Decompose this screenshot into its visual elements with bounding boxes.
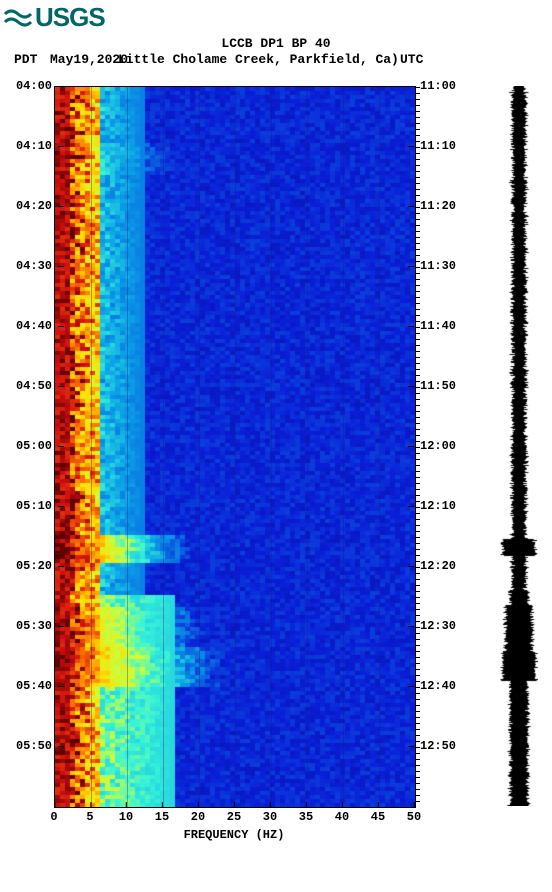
y-left-tick: 04:10 xyxy=(12,139,52,153)
right-tz-label: UTC xyxy=(400,52,423,67)
location-label: Little Cholame Creek, Parkfield, Ca) xyxy=(118,52,399,67)
y-left-tick: 04:40 xyxy=(12,319,52,333)
x-tick: 25 xyxy=(227,810,241,824)
y-left-tick: 04:50 xyxy=(12,379,52,393)
y-right-tick: 12:10 xyxy=(420,499,465,513)
x-tick: 50 xyxy=(407,810,421,824)
y-left-tick: 05:50 xyxy=(12,739,52,753)
y-right-tick: 11:40 xyxy=(420,319,465,333)
x-tick: 0 xyxy=(50,810,57,824)
trace-canvas xyxy=(500,86,538,806)
y-left-tick: 04:00 xyxy=(12,79,52,93)
chart-title: LCCB DP1 BP 40 xyxy=(0,36,552,51)
x-tick: 20 xyxy=(191,810,205,824)
y-right-tick: 12:20 xyxy=(420,559,465,573)
y-left-tick: 04:30 xyxy=(12,259,52,273)
x-axis-label: FREQUENCY (HZ) xyxy=(54,828,414,842)
y-left-tick: 05:20 xyxy=(12,559,52,573)
y-left-tick: 05:00 xyxy=(12,439,52,453)
x-tick: 10 xyxy=(119,810,133,824)
y-right-tick: 11:10 xyxy=(420,139,465,153)
date-label: May19,2020 xyxy=(50,52,128,67)
y-right-tick: 11:00 xyxy=(420,79,465,93)
wave-icon xyxy=(4,7,32,29)
y-right-tick: 11:20 xyxy=(420,199,465,213)
seismic-trace-panel xyxy=(500,86,538,806)
y-left-tick: 05:10 xyxy=(12,499,52,513)
y-right-tick: 12:40 xyxy=(420,679,465,693)
x-tick: 45 xyxy=(371,810,385,824)
x-tick: 35 xyxy=(299,810,313,824)
x-tick: 15 xyxy=(155,810,169,824)
usgs-logo-text: USGS xyxy=(35,2,105,33)
y-axis-left: 04:0004:1004:2004:3004:4004:5005:0005:10… xyxy=(12,86,52,806)
y-left-tick: 05:30 xyxy=(12,619,52,633)
spectrogram-plot xyxy=(54,86,416,808)
y-left-tick: 04:20 xyxy=(12,199,52,213)
x-tick: 40 xyxy=(335,810,349,824)
y-left-tick: 05:40 xyxy=(12,679,52,693)
x-tick: 30 xyxy=(263,810,277,824)
y-right-tick: 12:30 xyxy=(420,619,465,633)
y-right-tick: 12:00 xyxy=(420,439,465,453)
y-right-tick: 11:50 xyxy=(420,379,465,393)
x-axis: FREQUENCY (HZ) 05101520253035404550 xyxy=(54,808,414,848)
y-right-tick: 12:50 xyxy=(420,739,465,753)
y-right-tick: 11:30 xyxy=(420,259,465,273)
y-axis-right: 11:0011:1011:2011:3011:4011:5012:0012:10… xyxy=(420,86,465,806)
left-tz-label: PDT xyxy=(14,52,37,67)
usgs-logo: USGS xyxy=(4,2,105,33)
x-tick: 5 xyxy=(86,810,93,824)
